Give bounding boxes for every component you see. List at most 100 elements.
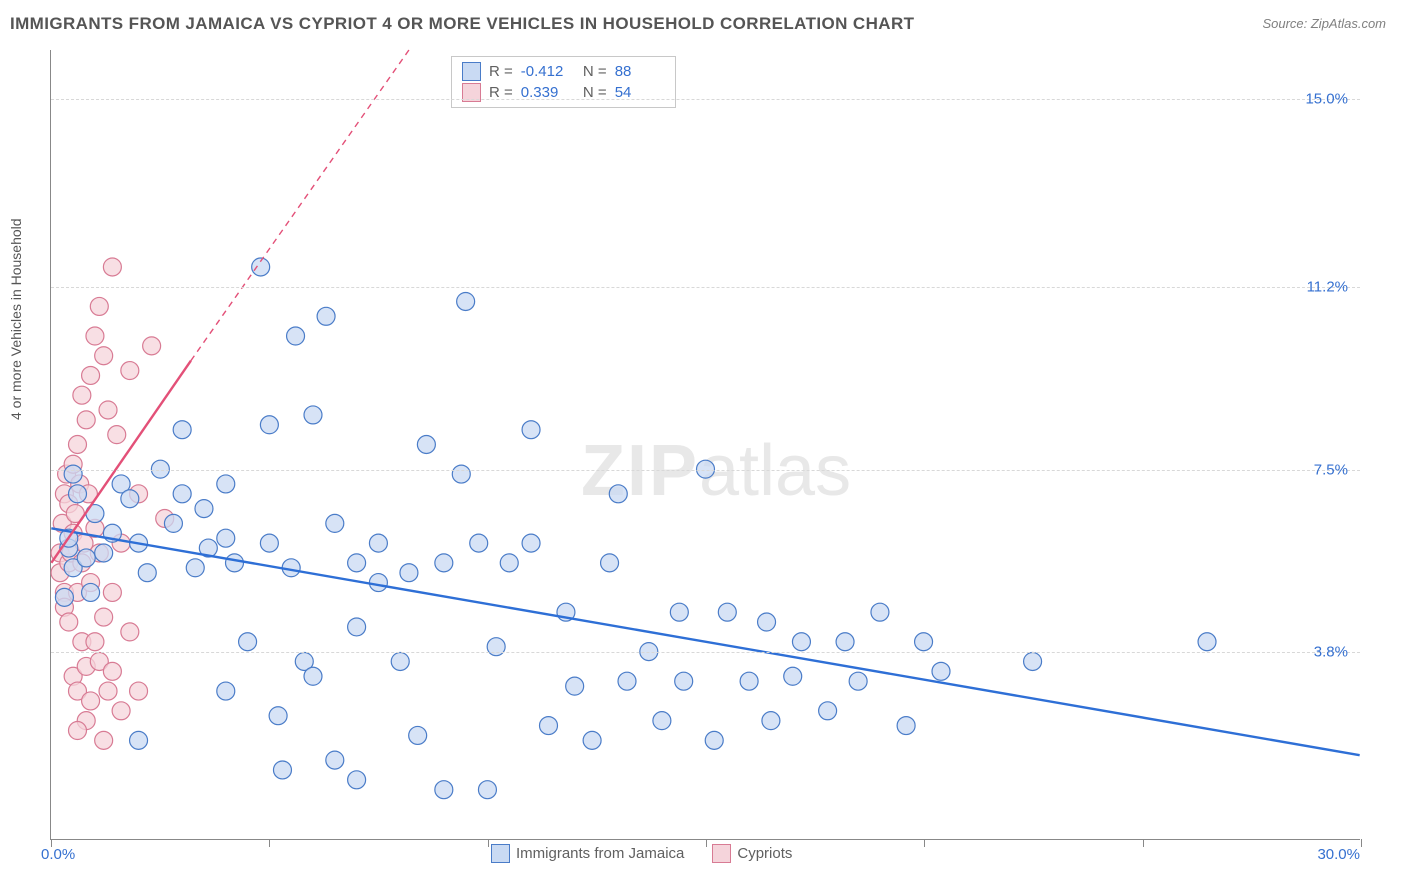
- x-tick: [269, 839, 270, 847]
- x-tick: [488, 839, 489, 847]
- data-point: [99, 401, 117, 419]
- data-point: [675, 672, 693, 690]
- data-point: [95, 731, 113, 749]
- data-point: [260, 416, 278, 434]
- data-point: [90, 297, 108, 315]
- data-point: [82, 366, 100, 384]
- data-point: [566, 677, 584, 695]
- data-point: [871, 603, 889, 621]
- data-point: [99, 682, 117, 700]
- gridline: [51, 99, 1360, 100]
- data-point: [173, 421, 191, 439]
- data-point: [1024, 652, 1042, 670]
- data-point: [73, 386, 91, 404]
- data-point: [470, 534, 488, 552]
- legend-swatch: [712, 844, 731, 863]
- scatter-plot: ZIPatlas R =-0.412 N =88R =0.339 N =54 0…: [50, 50, 1360, 840]
- data-point: [348, 618, 366, 636]
- data-point: [609, 485, 627, 503]
- x-tick: [924, 839, 925, 847]
- legend-item: Cypriots: [712, 844, 792, 863]
- data-point: [417, 436, 435, 454]
- data-point: [130, 682, 148, 700]
- data-point: [522, 534, 540, 552]
- data-point: [60, 613, 78, 631]
- gridline: [51, 287, 1360, 288]
- chart-title: IMMIGRANTS FROM JAMAICA VS CYPRIOT 4 OR …: [10, 14, 914, 34]
- data-point: [522, 421, 540, 439]
- x-tick: [1143, 839, 1144, 847]
- data-point: [95, 347, 113, 365]
- data-point: [452, 465, 470, 483]
- data-point: [195, 500, 213, 518]
- data-point: [287, 327, 305, 345]
- data-point: [409, 726, 427, 744]
- data-point: [260, 534, 278, 552]
- data-point: [138, 564, 156, 582]
- data-point: [103, 583, 121, 601]
- plot-svg: [51, 50, 1360, 839]
- y-tick-label: 15.0%: [1305, 91, 1348, 108]
- data-point: [69, 485, 87, 503]
- data-point: [478, 781, 496, 799]
- data-point: [217, 475, 235, 493]
- x-tick: [51, 839, 52, 847]
- data-point: [55, 588, 73, 606]
- data-point: [121, 490, 139, 508]
- data-point: [819, 702, 837, 720]
- data-point: [77, 549, 95, 567]
- data-point: [400, 564, 418, 582]
- x-axis-min-label: 0.0%: [41, 846, 75, 863]
- y-tick-label: 3.8%: [1314, 644, 1348, 661]
- data-point: [792, 633, 810, 651]
- data-point: [164, 514, 182, 532]
- data-point: [304, 406, 322, 424]
- data-point: [217, 682, 235, 700]
- data-point: [108, 426, 126, 444]
- data-point: [95, 608, 113, 626]
- data-point: [705, 731, 723, 749]
- data-point: [348, 771, 366, 789]
- data-point: [915, 633, 933, 651]
- gridline: [51, 470, 1360, 471]
- data-point: [849, 672, 867, 690]
- data-point: [457, 293, 475, 311]
- data-point: [601, 554, 619, 572]
- data-point: [121, 623, 139, 641]
- data-point: [326, 751, 344, 769]
- data-point: [130, 731, 148, 749]
- data-point: [670, 603, 688, 621]
- legend-label: Cypriots: [737, 845, 792, 862]
- data-point: [836, 633, 854, 651]
- legend-item: Immigrants from Jamaica: [491, 844, 684, 863]
- data-point: [348, 554, 366, 572]
- data-point: [435, 781, 453, 799]
- n-label: N =: [579, 63, 607, 80]
- data-point: [64, 465, 82, 483]
- data-point: [121, 362, 139, 380]
- data-point: [317, 307, 335, 325]
- data-point: [583, 731, 601, 749]
- data-point: [435, 554, 453, 572]
- stats-legend-row: R =-0.412 N =88: [462, 61, 665, 82]
- data-point: [1198, 633, 1216, 651]
- x-axis-max-label: 30.0%: [1317, 846, 1360, 863]
- data-point: [82, 583, 100, 601]
- data-point: [897, 717, 915, 735]
- data-point: [269, 707, 287, 725]
- data-point: [369, 574, 387, 592]
- data-point: [540, 717, 558, 735]
- data-point: [369, 534, 387, 552]
- series-legend: Immigrants from Jamaica Cypriots: [491, 844, 792, 863]
- data-point: [784, 667, 802, 685]
- data-point: [77, 411, 95, 429]
- y-axis-label: 4 or more Vehicles in Household: [8, 218, 24, 420]
- data-point: [173, 485, 191, 503]
- legend-label: Immigrants from Jamaica: [516, 845, 684, 862]
- data-point: [391, 652, 409, 670]
- y-tick-label: 7.5%: [1314, 461, 1348, 478]
- data-point: [103, 662, 121, 680]
- data-point: [326, 514, 344, 532]
- legend-swatch: [462, 62, 481, 81]
- data-point: [69, 722, 87, 740]
